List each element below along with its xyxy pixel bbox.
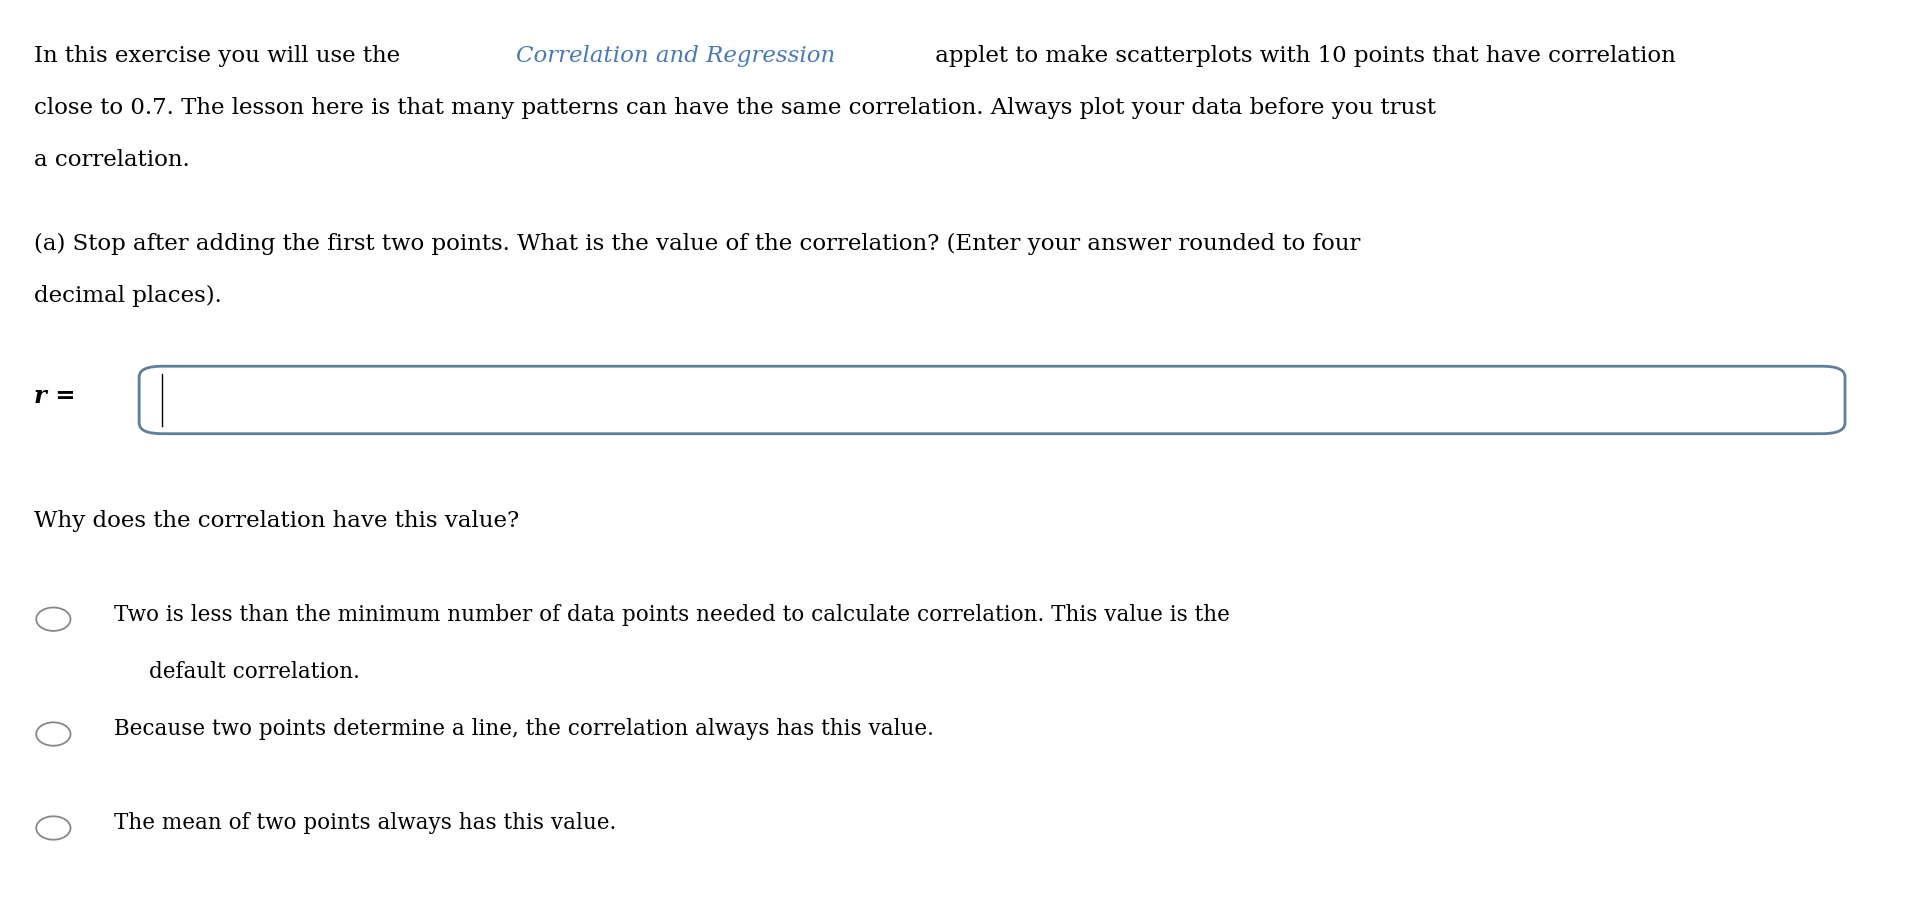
Text: (a) Stop after adding the first two points. What is the value of the correlation: (a) Stop after adding the first two poin… [34,233,1360,255]
Text: Correlation and Regression: Correlation and Regression [516,45,834,67]
Text: The mean of two points always has this value.: The mean of two points always has this v… [114,813,617,834]
Text: r =: r = [34,384,76,409]
Text: default correlation.: default correlation. [149,661,360,683]
Text: In this exercise you will use the: In this exercise you will use the [34,45,408,67]
Text: close to 0.7. The lesson here is that many patterns can have the same correlatio: close to 0.7. The lesson here is that ma… [34,97,1436,119]
Text: Two is less than the minimum number of data points needed to calculate correlati: Two is less than the minimum number of d… [114,604,1229,626]
Text: Because two points determine a line, the correlation always has this value.: Because two points determine a line, the… [114,718,933,741]
Text: decimal places).: decimal places). [34,285,223,307]
Text: a correlation.: a correlation. [34,149,190,171]
Ellipse shape [36,816,70,840]
FancyBboxPatch shape [139,366,1844,434]
Ellipse shape [36,608,70,631]
Ellipse shape [36,723,70,746]
Text: applet to make scatterplots with 10 points that have correlation: applet to make scatterplots with 10 poin… [928,45,1674,67]
Text: Why does the correlation have this value?: Why does the correlation have this value… [34,509,520,532]
